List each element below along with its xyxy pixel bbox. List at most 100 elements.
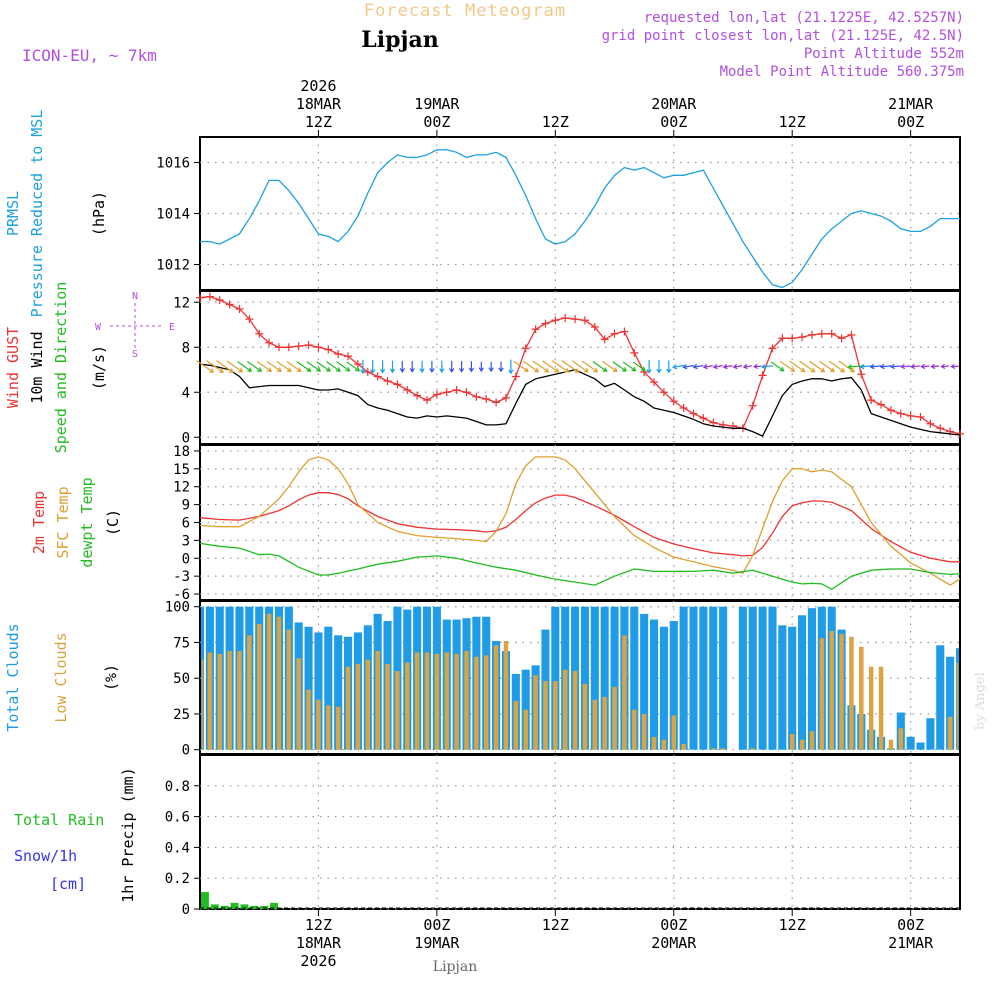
low-cloud-bar [661, 739, 667, 750]
total-cloud-bar [640, 613, 649, 750]
top-time-label: 12Z [779, 113, 806, 131]
clouds-panel: 0 25 50 75 100 Total Clouds Low Clouds (%) [4, 600, 961, 759]
wind-arrow [266, 361, 282, 372]
gust-marker [304, 341, 313, 349]
temperature-ytick-label: 15 [173, 462, 190, 478]
wind-arrow [508, 359, 514, 375]
gust-marker [768, 344, 777, 353]
top-time-label: 12Z [542, 113, 569, 131]
wind-arrow [940, 363, 950, 370]
top-time-label: 00Z [660, 113, 687, 131]
low-cloud-bar [201, 659, 204, 750]
wind-series-line [199, 295, 961, 435]
total-cloud-bar [748, 606, 757, 750]
low-cloud-bar [355, 663, 361, 750]
wind-arrow [522, 360, 540, 373]
gust-marker [531, 325, 540, 334]
gust-marker [442, 388, 451, 397]
wind-arrow [722, 363, 733, 370]
gust-marker [363, 368, 372, 376]
gust-marker [571, 315, 580, 324]
gust-marker [650, 378, 659, 387]
gust-marker [245, 315, 254, 324]
low-cloud-bar [256, 623, 262, 750]
gust-marker [857, 370, 866, 379]
low-cloud-bar [898, 728, 904, 750]
low-cloud-bar [612, 686, 617, 750]
wind-arrow [316, 361, 331, 372]
low-cloud-bar [266, 613, 272, 750]
wind-panel: 0 4 8 12 Wind GUST 10m Wind Speed and Directio… [4, 282, 964, 453]
total-cloud-bar [699, 606, 708, 750]
precip-axis-label: 1hr Precip (mm) [119, 767, 137, 902]
wind-arrow [286, 361, 302, 372]
low-cloud-bar [799, 739, 805, 750]
clouds-label: (%) [102, 664, 120, 691]
low-cloud-bar [385, 663, 390, 750]
low-cloud-bar [207, 652, 213, 750]
gust-marker [886, 406, 895, 415]
total-cloud-bar [304, 626, 313, 750]
rain-bar [270, 902, 278, 909]
wind-arrow [950, 363, 959, 370]
gust-marker [916, 413, 925, 421]
precip-ytick-label: 0.4 [165, 840, 190, 856]
watermark: by Angel [973, 672, 988, 730]
clouds-ytick-label: 0 [182, 743, 190, 759]
wind-arrow [622, 361, 637, 372]
wind-arrow [712, 364, 723, 370]
low-cloud-bar [681, 743, 686, 750]
gust-marker [521, 344, 530, 353]
wind-arrow [900, 363, 911, 370]
total-cloud-bar [906, 736, 915, 750]
top-time-label: 20MAR [651, 95, 697, 113]
low-cloud-bar [365, 659, 371, 750]
gust-marker [215, 296, 224, 304]
pressure-panel: 1012 1014 1016 PRMSL Pressure Reduced to MSL… [4, 110, 961, 317]
low-cloud-bar [839, 633, 844, 750]
wind-arrow [379, 360, 386, 374]
wind-arrow [478, 361, 484, 373]
precip-ytick-label: 0.6 [165, 810, 190, 826]
wind-arrow [513, 360, 529, 372]
requested-coords: requested lon,lat (21.1225E, 42.5257N) [644, 10, 964, 26]
gust-marker [373, 372, 382, 381]
gust-marker [630, 348, 639, 357]
pressure-ytick-label: 1016 [156, 156, 190, 172]
total-cloud-bar [610, 606, 619, 750]
temperature-ytick-label: -6 [173, 587, 190, 603]
location-title: Lipjan [361, 27, 438, 53]
low-cloud-bar [405, 662, 410, 750]
low-cloud-bar [572, 671, 578, 750]
gust-marker [413, 391, 422, 400]
low-cloud-bar [444, 652, 449, 750]
total-cloud-bar [590, 606, 599, 750]
gust-marker [353, 360, 362, 369]
wind-arrow [196, 360, 215, 373]
low-cloud-bar [316, 699, 321, 750]
wind-arrow [742, 363, 752, 370]
bottom-time-label: 00Z [660, 916, 687, 934]
temperature-ytick-label: 9 [182, 498, 190, 514]
bottom-time-label: 12Z [305, 916, 332, 934]
wind-arrow [672, 364, 685, 370]
low-cloud-bar [533, 675, 538, 750]
wind-arrow [889, 363, 901, 370]
wind-arrow [760, 363, 774, 370]
temperature-label: dewpt Temp [78, 477, 96, 567]
precip-snow-label: Snow/1h [14, 847, 77, 865]
low-cloud-bar [493, 645, 499, 750]
low-cloud-bar [868, 666, 874, 750]
precip-cm-label: [cm] [50, 875, 86, 893]
wind-arrow [370, 360, 376, 374]
footer-location: Lipjan [433, 959, 477, 975]
low-cloud-bar [513, 701, 519, 750]
gust-marker [758, 371, 767, 380]
pressure-ytick-label: 1012 [156, 258, 190, 274]
total-cloud-bar [738, 606, 747, 750]
gust-marker [324, 345, 333, 354]
wind-arrow [336, 361, 351, 372]
wind-ytick-label: 12 [173, 295, 190, 311]
gust-marker [896, 409, 905, 418]
